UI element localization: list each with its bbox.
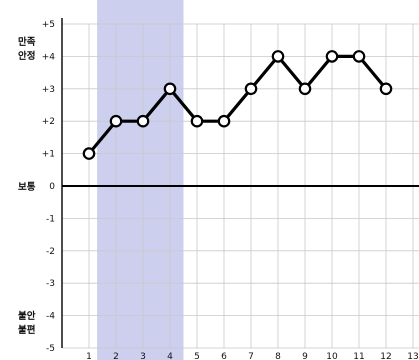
y-tick-label: +3 — [42, 85, 55, 95]
x-tick-label: 12 — [380, 352, 391, 360]
y-tick-label: -2 — [46, 247, 55, 257]
side-label-top-line2: 안정 — [18, 50, 35, 62]
highlight-band — [97, 0, 184, 360]
side-label-top-line1: 만족 — [18, 36, 36, 48]
side-label-bottom-line1: 불안 — [18, 310, 36, 322]
x-tick-label: 4 — [167, 352, 173, 360]
data-point — [325, 50, 339, 63]
x-tick-label: 5 — [194, 352, 200, 360]
x-tick-label: 6 — [221, 352, 227, 360]
data-point — [109, 114, 123, 128]
data-point — [217, 114, 231, 128]
x-tick-label: 1 — [86, 352, 92, 360]
x-tick-label: 3 — [140, 352, 146, 360]
data-point — [379, 82, 393, 96]
x-tick-label: 9 — [302, 352, 308, 360]
data-point — [271, 50, 285, 63]
y-tick-label: -5 — [46, 344, 55, 354]
y-tick-label: +1 — [42, 150, 55, 160]
data-point — [352, 50, 366, 63]
data-point — [298, 82, 312, 96]
x-tick-label: 11 — [353, 352, 364, 360]
data-point — [163, 82, 177, 96]
side-label-middle: 보통 — [18, 182, 36, 193]
side-label-bottom-line2: 불편 — [18, 324, 35, 336]
y-tick-label: -1 — [46, 214, 55, 224]
x-tick-label: 7 — [248, 352, 254, 360]
y-tick-label: 0 — [49, 182, 55, 192]
x-tick-label: 10 — [326, 352, 338, 360]
data-point — [244, 82, 258, 96]
x-tick-label: 2 — [113, 352, 119, 360]
x-tick-label: 8 — [275, 352, 281, 360]
y-tick-label: -4 — [46, 312, 55, 322]
y-tick-label: -3 — [46, 279, 55, 289]
data-point — [82, 147, 96, 160]
x-tick-label: 13 — [407, 352, 418, 360]
y-tick-label: +5 — [42, 20, 55, 30]
data-point — [136, 114, 150, 128]
data-point — [190, 114, 204, 128]
y-tick-label: +2 — [42, 117, 55, 127]
y-tick-label: +4 — [42, 52, 56, 62]
